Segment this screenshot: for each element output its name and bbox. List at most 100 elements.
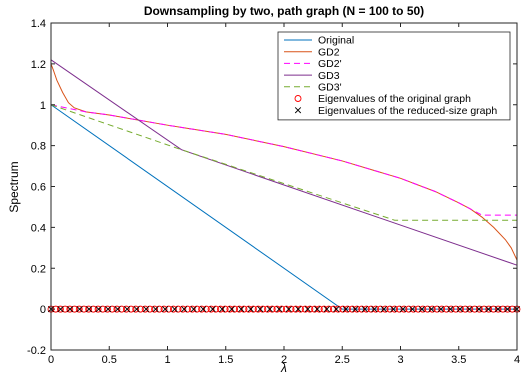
eigen-reduced-marker	[76, 306, 83, 313]
legend-label: GD2	[318, 46, 340, 58]
eigen-reduced-marker	[314, 306, 321, 313]
x-axis-label: λ	[280, 361, 287, 375]
eigen-reduced-stroke	[276, 306, 283, 313]
eigen-reduced-marker	[142, 306, 150, 313]
eigen-original-marker	[80, 305, 88, 313]
eigen-reduced-stroke	[447, 306, 454, 313]
eigen-reduced-stroke	[342, 306, 349, 313]
eigen-original-marker	[400, 305, 408, 313]
legend-label: Eigenvalues of the original graph	[318, 93, 471, 105]
eigen-original-marker	[409, 305, 417, 313]
eigen-original-marker	[85, 305, 93, 313]
eigen-reduced-stroke	[181, 306, 188, 313]
eigen-original-marker	[273, 305, 281, 313]
eigen-original-marker	[99, 305, 107, 313]
eigen-reduced-marker	[409, 306, 416, 313]
eigen-original-marker	[414, 305, 422, 313]
eigen-original-marker	[480, 305, 488, 313]
eigen-original-marker	[287, 305, 295, 313]
eigen-reduced-stroke	[257, 306, 264, 313]
eigen-reduced-marker	[466, 306, 473, 313]
eigen-reduced-stroke	[428, 306, 435, 313]
eigen-reduced-stroke	[409, 306, 416, 313]
eigen-reduced-stroke	[152, 306, 159, 313]
x-tick-label: 0	[48, 354, 54, 366]
eigen-reduced-stroke	[466, 306, 473, 313]
x-axis-ticks: 0 0.5 1 1.5 2 2.5 3 3.5 4	[48, 23, 520, 366]
legend-swatch	[294, 107, 302, 114]
eigen-original-marker	[245, 305, 253, 313]
eigen-reduced-stroke	[485, 306, 492, 313]
eigen-original-marker	[442, 305, 450, 313]
eigen-reduced-stroke	[371, 306, 378, 313]
eigen-reduced-marker	[475, 306, 483, 313]
eigen-reduced-stroke	[104, 306, 112, 313]
eigen-original-marker	[264, 305, 271, 313]
eigen-reduced-marker	[361, 306, 368, 313]
eigen-original-marker	[419, 305, 427, 313]
x-tick-label: 0.5	[102, 354, 117, 366]
x-tick-label: 2	[281, 354, 287, 366]
eigen-original-marker	[141, 305, 149, 313]
legend-box	[277, 31, 511, 121]
eigen-reduced-stroke	[314, 306, 321, 313]
eigen-reduced-stroke	[200, 306, 207, 313]
eigen-reduced-stroke	[76, 306, 83, 313]
eigen-original-marker	[179, 305, 187, 313]
eigen-reduced-marker	[342, 306, 349, 313]
y-axis-ticks: -0.2 0 0.2 0.4 0.6 0.8 1 1.2 1.4	[27, 18, 517, 357]
eigen-original-marker	[104, 305, 111, 313]
eigen-original-marker	[132, 305, 140, 313]
eigen-original-marker	[461, 305, 469, 313]
eigen-reduced-marker	[371, 306, 378, 313]
eigen-reduced-marker	[228, 306, 235, 313]
eigen-original-marker	[504, 305, 512, 313]
eigen-original-marker	[424, 305, 432, 313]
eigen-original-marker	[127, 305, 135, 313]
eigen-reduced-marker	[95, 306, 102, 313]
eigen-reduced-stroke	[418, 306, 426, 313]
eigen-reduced-marker	[437, 306, 445, 313]
eigen-reduced-marker	[352, 306, 359, 313]
eigen-reduced-stroke	[504, 306, 511, 313]
y-tick-label: 0	[40, 304, 46, 316]
eigen-reduced-stroke	[380, 306, 387, 313]
eigen-reduced-marker	[152, 306, 159, 313]
legend-label: Original	[318, 35, 354, 47]
eigen-reduced-stroke	[142, 306, 150, 313]
series-line	[50, 104, 517, 216]
eigen-reduced-marker	[304, 306, 311, 313]
legend-label: GD2'	[318, 58, 342, 70]
eigen-original-marker	[217, 305, 224, 313]
eigen-original-marker	[198, 305, 206, 313]
eigen-reduced-marker	[399, 306, 406, 313]
eigen-original-marker	[136, 305, 144, 313]
eigen-original-marker	[490, 305, 497, 313]
y-axis-label: Spectrum	[7, 161, 21, 212]
eigen-reduced-marker	[504, 306, 511, 313]
eigen-reduced-marker	[200, 306, 207, 313]
eigen-original-marker	[433, 305, 441, 313]
legend-swatch	[294, 95, 302, 102]
eigen-reduced-marker	[85, 306, 93, 313]
eigen-original-marker	[325, 305, 333, 313]
eigen-reduced-marker	[276, 306, 283, 313]
eigen-reduced-stroke	[437, 306, 445, 313]
eigen-reduced-marker	[123, 306, 131, 313]
series-line	[50, 59, 518, 266]
eigen-original-marker	[254, 305, 262, 313]
eigen-reduced-marker	[162, 306, 169, 313]
eigen-reduced-marker	[380, 306, 387, 313]
eigen-reduced-stroke	[190, 306, 197, 313]
eigen-original-marker	[391, 305, 399, 313]
eigen-original-marker	[155, 305, 163, 313]
eigen-original-marker	[108, 305, 116, 313]
eigen-reduced-marker	[247, 306, 254, 313]
eigen-original-marker	[306, 305, 314, 313]
eigen-original-marker	[334, 305, 342, 313]
y-tick-label: 0.6	[31, 182, 46, 194]
eigen-reduced-marker	[219, 306, 226, 313]
eigen-reduced-stroke	[57, 306, 64, 313]
eigen-original-marker	[457, 305, 464, 313]
eigen-reduced-marker	[295, 306, 302, 313]
